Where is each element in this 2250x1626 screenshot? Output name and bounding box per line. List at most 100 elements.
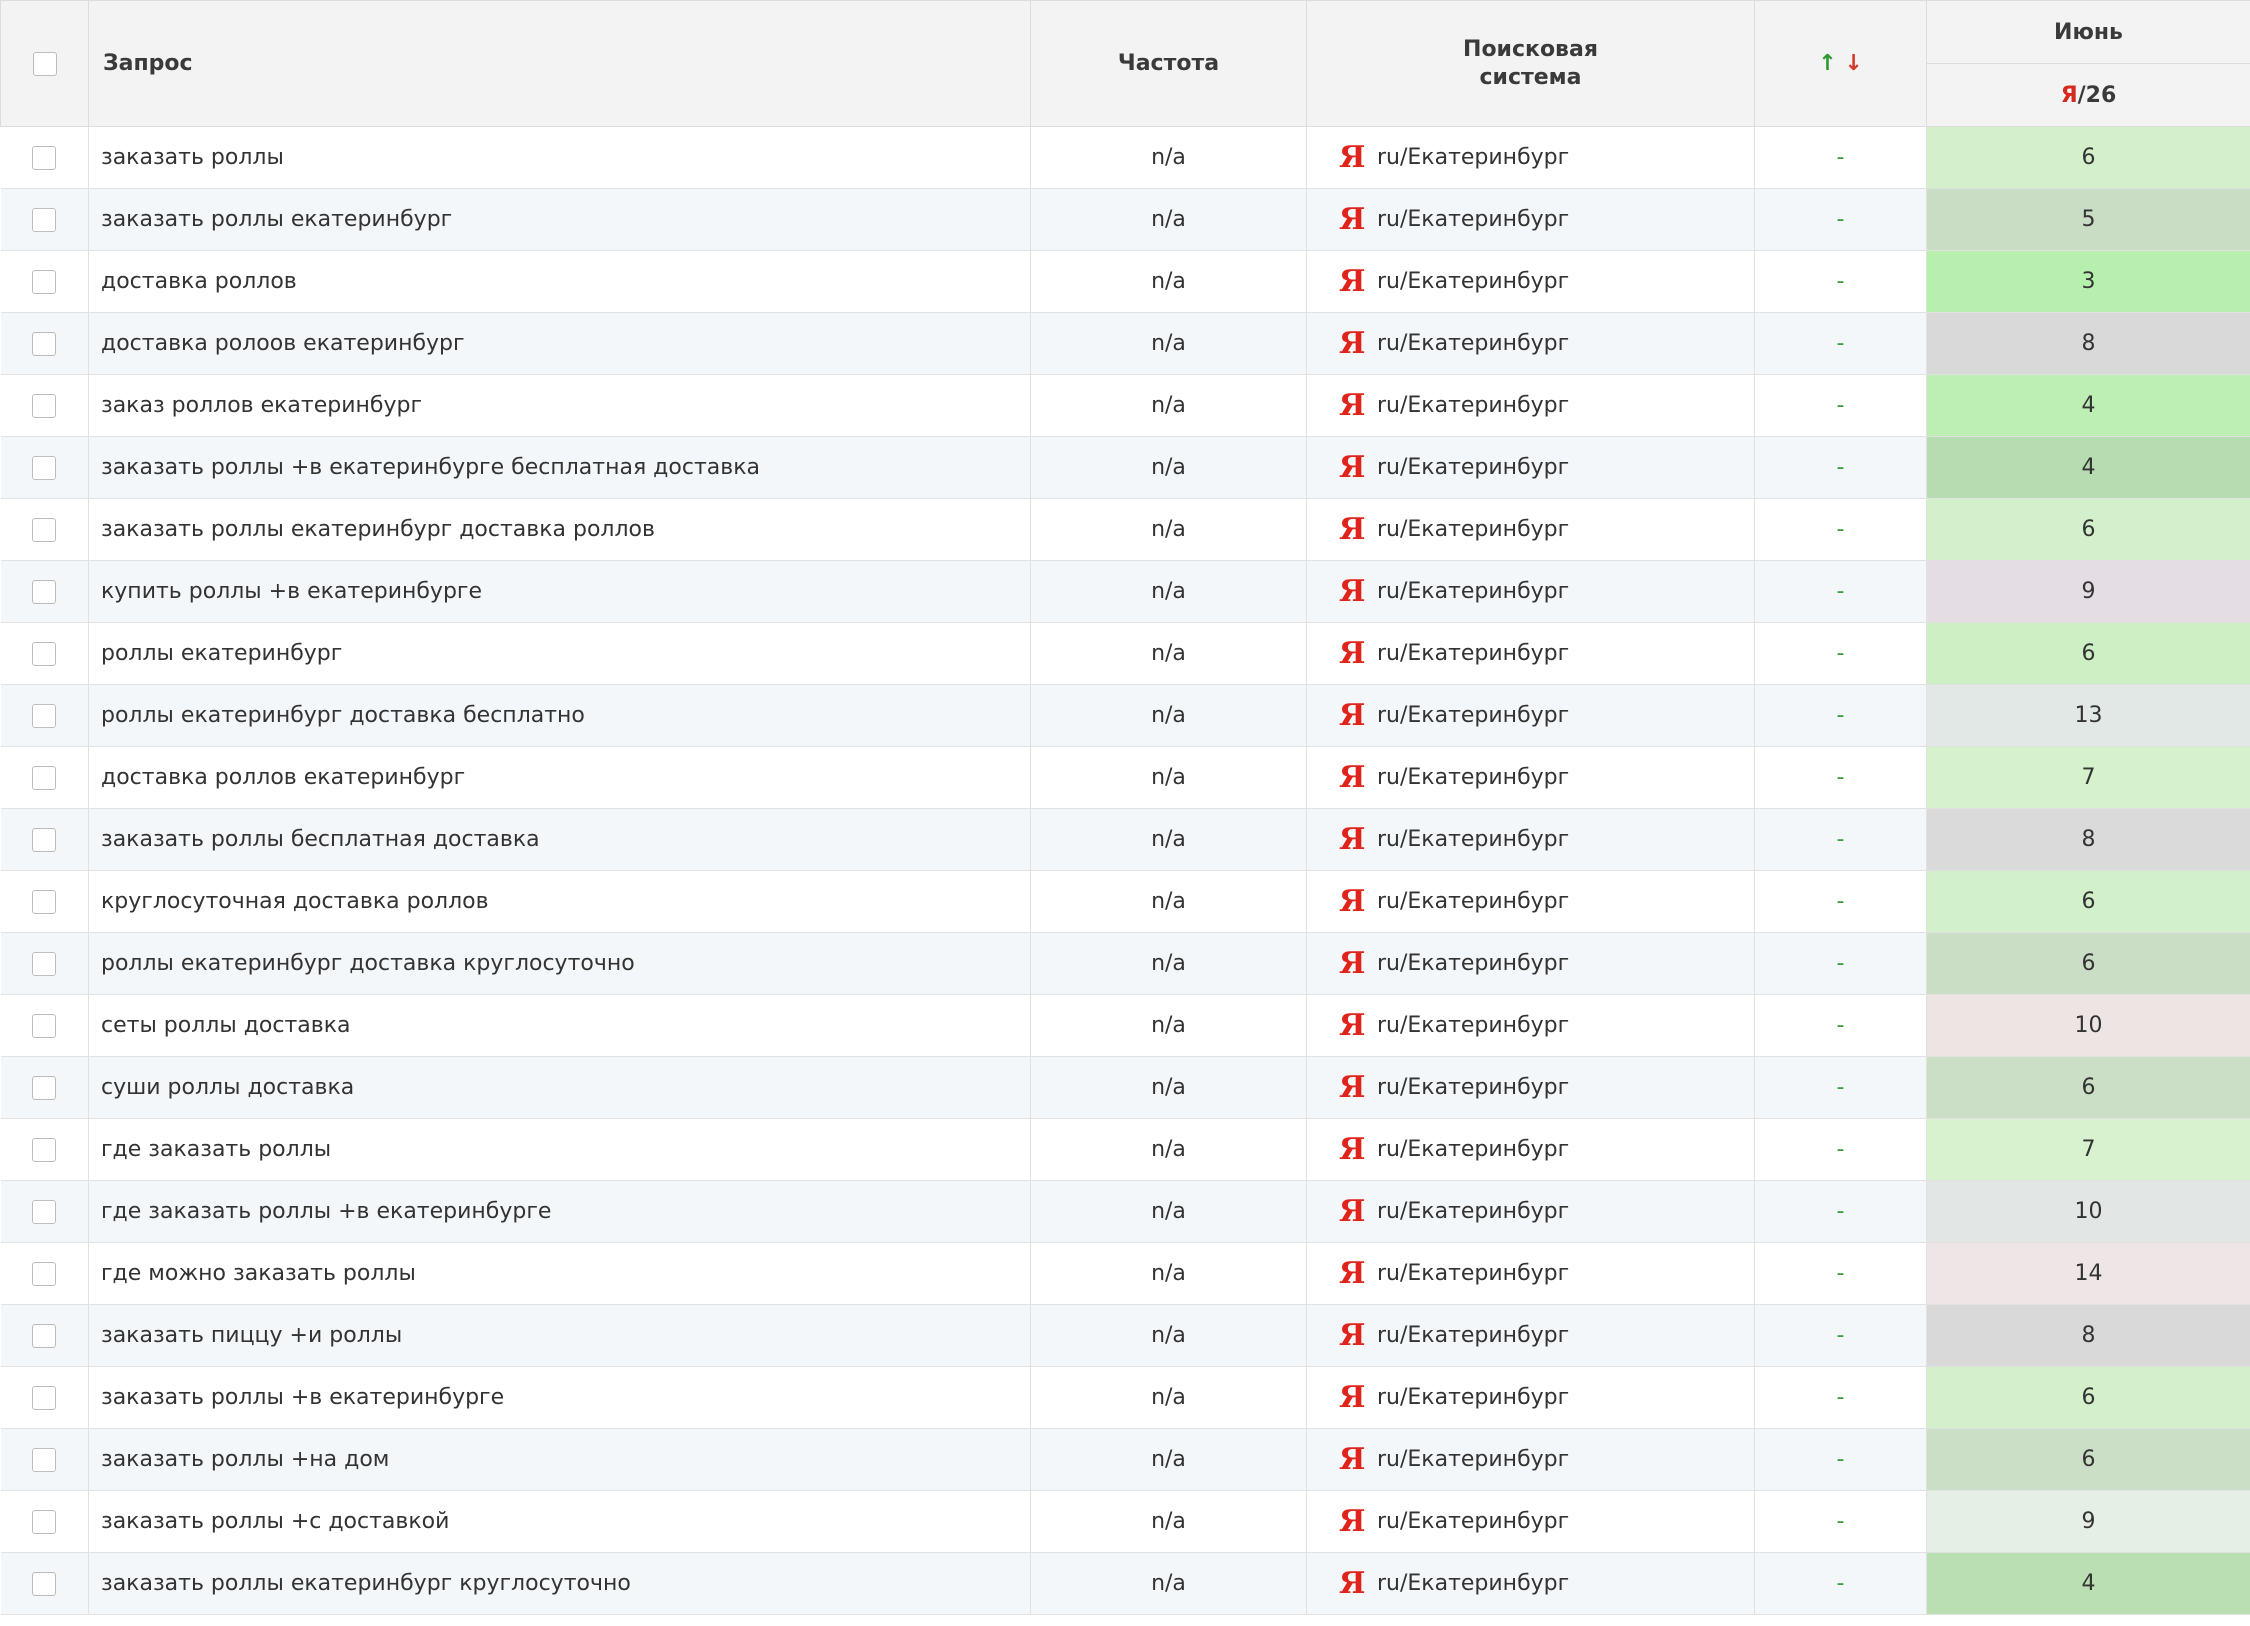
position-cell[interactable]: 8 — [1926, 312, 2250, 375]
row-checkbox[interactable] — [32, 456, 57, 480]
row-checkbox[interactable] — [32, 1262, 57, 1286]
position-cell[interactable]: 4 — [1926, 436, 2250, 499]
column-header-search-engine[interactable]: Поисковая система — [1306, 0, 1755, 127]
row-checkbox[interactable] — [32, 1138, 57, 1162]
row-checkbox[interactable] — [32, 332, 57, 356]
column-header-query[interactable]: Запрос — [88, 0, 1031, 127]
position-cell[interactable]: 8 — [1926, 808, 2250, 871]
yandex-icon: Я — [1339, 1194, 1366, 1229]
position-cell[interactable]: 6 — [1926, 1366, 2250, 1429]
frequency-cell: n/a — [1030, 1242, 1307, 1305]
row-checkbox[interactable] — [32, 1386, 57, 1410]
position-cell[interactable]: 6 — [1926, 870, 2250, 933]
row-checkbox[interactable] — [32, 146, 57, 170]
change-cell: - — [1754, 1056, 1927, 1119]
position-cell[interactable]: 8 — [1926, 1304, 2250, 1367]
row-checkbox[interactable] — [32, 890, 57, 914]
row-checkbox[interactable] — [32, 208, 57, 232]
row-checkbox[interactable] — [32, 1510, 57, 1534]
position-cell[interactable]: 6 — [1926, 498, 2250, 561]
position-cell[interactable]: 9 — [1926, 560, 2250, 623]
row-checkbox[interactable] — [32, 1448, 57, 1472]
row-checkbox[interactable] — [32, 1076, 57, 1100]
position-cell[interactable]: 13 — [1926, 684, 2250, 747]
table-row[interactable]: заказать роллы +в екатеринбурге бесплатн… — [0, 436, 2250, 499]
region-label: ru/Екатеринбург — [1377, 145, 1570, 170]
yandex-icon: Я — [1339, 760, 1366, 795]
row-checkbox[interactable] — [32, 704, 57, 728]
row-checkbox[interactable] — [32, 1200, 57, 1224]
table-row[interactable]: роллы екатеринбург доставка бесплатно n/a… — [0, 684, 2250, 747]
position-cell[interactable]: 6 — [1926, 1056, 2250, 1119]
position-cell[interactable]: 10 — [1926, 1180, 2250, 1243]
region-label: ru/Екатеринбург — [1377, 579, 1570, 604]
table-row[interactable]: заказать роллы екатеринбург доставка рол… — [0, 498, 2250, 561]
region-label: ru/Екатеринбург — [1377, 1199, 1570, 1224]
position-cell[interactable]: 6 — [1926, 126, 2250, 189]
query-cell: заказать роллы +в екатеринбурге бесплатн… — [88, 436, 1031, 499]
change-cell: - — [1754, 126, 1927, 189]
position-cell[interactable]: 10 — [1926, 994, 2250, 1057]
row-checkbox[interactable] — [32, 1014, 57, 1038]
yandex-icon: Я — [1339, 946, 1366, 981]
region-label: ru/Екатеринбург — [1377, 1075, 1570, 1100]
table-row[interactable]: заказать роллы екатеринбург круглосуточн… — [0, 1552, 2250, 1615]
position-cell[interactable]: 4 — [1926, 1552, 2250, 1615]
row-checkbox[interactable] — [32, 952, 57, 976]
row-checkbox[interactable] — [32, 642, 57, 666]
column-header-frequency[interactable]: Частота — [1030, 0, 1307, 127]
position-cell[interactable]: 5 — [1926, 188, 2250, 251]
position-cell[interactable]: 3 — [1926, 250, 2250, 313]
select-all-checkbox[interactable] — [32, 52, 57, 76]
row-select-cell — [0, 1428, 89, 1491]
position-cell[interactable]: 4 — [1926, 374, 2250, 437]
frequency-cell: n/a — [1030, 560, 1307, 623]
yandex-icon: Я — [1339, 1566, 1366, 1601]
row-checkbox[interactable] — [32, 580, 57, 604]
change-cell: - — [1754, 436, 1927, 499]
position-cell[interactable]: 7 — [1926, 1118, 2250, 1181]
row-checkbox[interactable] — [32, 518, 57, 542]
row-checkbox[interactable] — [32, 828, 57, 852]
change-cell: - — [1754, 1490, 1927, 1553]
position-cell[interactable]: 14 — [1926, 1242, 2250, 1305]
column-header-engine-date[interactable]: Я/26 — [1926, 63, 2250, 127]
yandex-icon: Я — [1339, 388, 1366, 423]
position-cell[interactable]: 6 — [1926, 622, 2250, 685]
row-select-cell — [0, 1242, 89, 1305]
column-header-change[interactable]: ↑ ↓ — [1754, 0, 1927, 127]
change-cell: - — [1754, 994, 1927, 1057]
position-cell[interactable]: 6 — [1926, 1428, 2250, 1491]
table-row[interactable]: роллы екатеринбург доставка круглосуточн… — [0, 932, 2250, 995]
query-cell: заказать роллы екатеринбург круглосуточн… — [88, 1552, 1031, 1615]
position-cell[interactable]: 7 — [1926, 746, 2250, 809]
row-select-cell — [0, 1490, 89, 1553]
position-cell[interactable]: 6 — [1926, 932, 2250, 995]
row-checkbox[interactable] — [32, 270, 57, 294]
row-checkbox[interactable] — [32, 394, 57, 418]
position-cell[interactable]: 9 — [1926, 1490, 2250, 1553]
row-checkbox[interactable] — [32, 1324, 57, 1348]
row-checkbox[interactable] — [32, 766, 57, 790]
region-label: ru/Екатеринбург — [1377, 1385, 1570, 1410]
row-checkbox[interactable] — [32, 1572, 57, 1596]
